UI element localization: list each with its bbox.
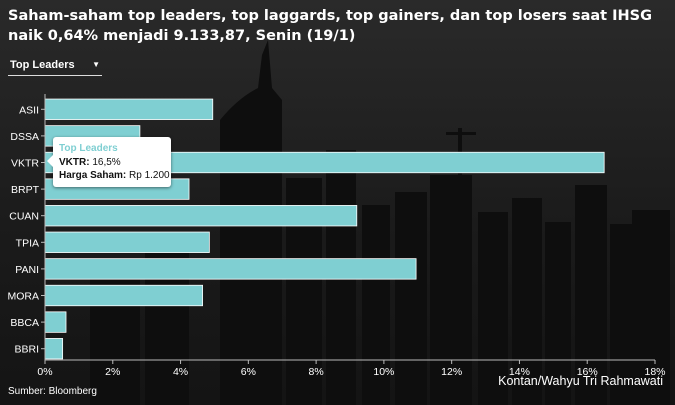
chart-title: Saham-saham top leaders, top laggards, t…	[8, 8, 653, 44]
y-tick-label: BBRI	[14, 344, 39, 356]
x-tick-label: 6%	[241, 366, 256, 378]
y-tick-label: CUAN	[9, 211, 39, 223]
tooltip-title: Top Leaders	[59, 143, 118, 154]
bar-asii	[44, 98, 214, 120]
x-tick-label: 8%	[309, 366, 324, 378]
x-tick-label: 18%	[644, 366, 665, 378]
x-tick-label: 10%	[373, 366, 394, 378]
y-tick-label: ASII	[19, 104, 39, 116]
credit-note: Kontan/Wahyu Tri Rahmawati	[498, 374, 663, 388]
bar-cuan	[44, 205, 358, 227]
y-tick-label: BRPT	[11, 184, 40, 196]
y-tick-label: DSSA	[10, 131, 39, 143]
x-tick-label: 14%	[509, 366, 530, 378]
bar-tpia	[44, 231, 210, 253]
chevron-down-icon: ▼	[92, 60, 100, 69]
dropdown-selected-label: Top Leaders	[10, 59, 75, 71]
y-tick-label: PANI	[15, 264, 39, 276]
tooltip-stock-value: 16,5%	[92, 156, 121, 168]
y-tick-label: MORA	[8, 291, 40, 303]
source-note: Sumber: Bloomberg	[8, 386, 97, 397]
x-tick-label: 2%	[105, 366, 120, 378]
tooltip-price-label: Harga Saham:	[59, 170, 127, 181]
y-tick-label: BBCA	[10, 317, 39, 329]
x-tick-label: 4%	[173, 366, 188, 378]
tooltip-stock-row: VKTR: 16,5%	[59, 156, 171, 170]
x-tick-label: 0%	[37, 366, 52, 378]
bar-mora	[44, 284, 203, 307]
tooltip-price-value: Rp 1.200	[129, 170, 170, 181]
bar-pani	[44, 258, 417, 280]
tooltip: Top Leaders VKTR: 16,5% Harga Saham: Rp …	[47, 137, 171, 187]
bar-bbca	[44, 311, 67, 333]
bar-bbri	[44, 338, 64, 360]
x-tick-label: 16%	[577, 366, 598, 378]
y-tick-label: VKTR	[11, 158, 39, 170]
category-dropdown[interactable]: Top Leaders ▼	[8, 57, 102, 76]
tooltip-price-row: Harga Saham: Rp 1.200	[59, 169, 171, 183]
x-tick-label: 12%	[441, 366, 462, 378]
y-tick-label: TPIA	[16, 237, 39, 249]
tooltip-stock-label: VKTR:	[59, 156, 90, 168]
